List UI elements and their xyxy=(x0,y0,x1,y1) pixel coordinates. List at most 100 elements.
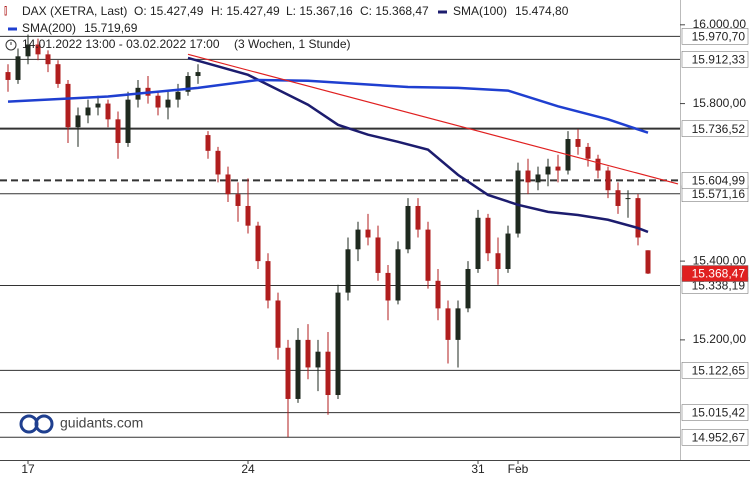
low-label: L: 15.367,16 xyxy=(286,4,353,18)
level-label: 15.338,19 xyxy=(692,279,746,293)
candle-body xyxy=(435,280,441,309)
candle-body xyxy=(485,217,491,254)
candle-body xyxy=(325,351,331,396)
level-label: 15.015,42 xyxy=(692,406,746,420)
period: (3 Wochen, 1 Stunde) xyxy=(234,37,351,51)
close-label: C: 15.368,47 xyxy=(360,4,429,18)
candle-body xyxy=(495,253,501,269)
candle-body xyxy=(625,198,631,200)
candle-body xyxy=(525,170,531,183)
level-label-box xyxy=(681,362,749,379)
candle-body xyxy=(405,205,411,250)
y-tick-label: 15.400,00 xyxy=(693,253,747,267)
level-label: 15.912,33 xyxy=(692,53,746,67)
candle-body xyxy=(185,76,191,92)
candle-body xyxy=(475,217,481,269)
candle-body xyxy=(335,292,341,396)
level-label: 15.571,16 xyxy=(692,187,746,201)
candle-body xyxy=(385,272,391,301)
watermark-text: guidants.com xyxy=(60,415,143,431)
candle-body xyxy=(295,339,301,399)
level-label: 15.970,70 xyxy=(692,30,746,44)
level-label-box xyxy=(681,120,749,137)
candle-icon: ⫿ xyxy=(4,6,7,18)
candle-body xyxy=(415,205,421,230)
clock-icon xyxy=(5,39,17,51)
candle-body xyxy=(515,170,521,234)
candle-body xyxy=(85,107,91,116)
y-tick-label: 15.800,00 xyxy=(693,96,747,110)
candle-body xyxy=(395,249,401,301)
candle-body xyxy=(445,308,451,340)
candle-body xyxy=(65,83,71,128)
candle-body xyxy=(455,308,461,340)
candle-body xyxy=(365,229,371,238)
level-label-box xyxy=(681,404,749,421)
logo-ring xyxy=(34,414,54,434)
candle-body xyxy=(95,103,101,108)
candle-body xyxy=(585,146,591,159)
candle-body xyxy=(215,150,221,175)
candle-body xyxy=(345,249,351,293)
level-label-box xyxy=(681,51,749,68)
candle-body xyxy=(645,250,651,274)
candle-body xyxy=(505,233,511,269)
candle-body xyxy=(255,225,261,262)
candle-body xyxy=(115,119,121,143)
candle-body xyxy=(265,261,271,301)
date-range: 14.01.2022 13:00 - 03.02.2022 17:00 xyxy=(22,37,220,51)
candle-body xyxy=(15,56,21,80)
x-tick-label: 31 xyxy=(471,462,485,476)
high-label: H: 15.427,49 xyxy=(211,4,280,18)
level-label-box xyxy=(681,172,749,189)
candle-body xyxy=(375,237,381,273)
watermark: guidants.com xyxy=(19,414,143,434)
level-label-box xyxy=(681,429,749,446)
candle-body xyxy=(195,72,201,77)
candle-body xyxy=(315,351,321,368)
candle-body xyxy=(425,229,431,281)
candle-body xyxy=(235,194,241,206)
candle-body xyxy=(535,174,541,183)
candle-body xyxy=(125,99,131,143)
candle-body xyxy=(635,198,641,238)
level-label: 14.952,67 xyxy=(692,430,746,444)
candle-body xyxy=(605,170,611,191)
x-tick-label: 24 xyxy=(241,462,255,476)
candle-body xyxy=(225,174,231,195)
legend-name: SMA(100) xyxy=(453,4,507,18)
sma-line xyxy=(7,78,649,134)
candle-body xyxy=(465,268,471,309)
last-price-label: 15.368,47 xyxy=(692,267,746,281)
candle-body xyxy=(575,139,581,147)
candle-body xyxy=(205,135,211,151)
candle-body xyxy=(55,64,61,84)
candle-body xyxy=(155,95,161,108)
y-tick-label: 15.200,00 xyxy=(693,332,747,346)
candle-body xyxy=(615,190,621,206)
legend: ⫿ DAX (XETRA, Last) O: 15.427,49 H: 15.4… xyxy=(4,4,569,51)
candle-body xyxy=(305,339,311,368)
plot-area xyxy=(0,34,680,438)
candle-body xyxy=(555,166,561,171)
open-label: O: 15.427,49 xyxy=(134,4,204,18)
legend-value: 15.719,69 xyxy=(84,21,138,35)
level-label: 15.736,52 xyxy=(692,122,746,136)
y-tick-label: 16.000,00 xyxy=(693,17,747,31)
candle-body xyxy=(595,158,601,171)
level-label: 15.604,99 xyxy=(692,174,746,188)
candle-body xyxy=(75,115,81,128)
candle-body xyxy=(45,54,51,65)
candle-body xyxy=(285,347,291,399)
candle-body xyxy=(245,205,251,226)
level-label-box xyxy=(681,28,749,45)
trend-line xyxy=(187,53,679,185)
candle-body xyxy=(25,44,31,57)
x-tick-label: Feb xyxy=(508,462,529,476)
level-label: 15.122,65 xyxy=(692,364,746,378)
legend-name: SMA(200) xyxy=(22,21,76,35)
last-price-label-box xyxy=(681,265,749,282)
candle-body xyxy=(355,229,361,250)
candle-body xyxy=(35,44,41,55)
